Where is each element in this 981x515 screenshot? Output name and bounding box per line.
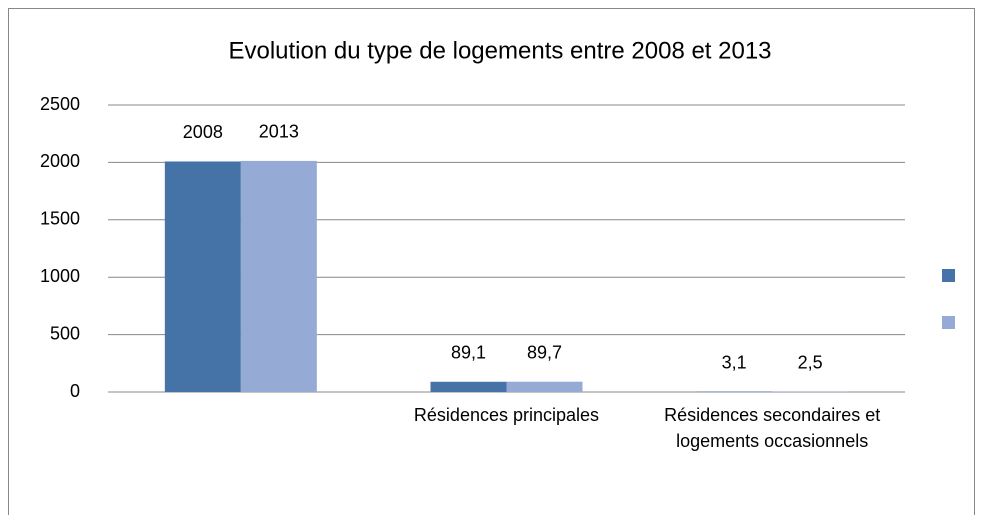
- y-tick-label: 2000: [40, 151, 80, 171]
- y-tick-label: 0: [70, 381, 80, 401]
- value-label: 89,1: [451, 343, 486, 363]
- bar: [164, 161, 241, 392]
- x-tick-label: Résidences principales: [413, 405, 600, 425]
- y-tick-label: 500: [50, 323, 80, 343]
- y-tick-label: 1000: [40, 266, 80, 286]
- y-tick-label: 2500: [40, 94, 80, 114]
- bar: [506, 381, 583, 392]
- value-label: 3,1: [722, 352, 747, 372]
- x-tick-label-box: Résidences principales: [413, 405, 600, 425]
- bar: [430, 381, 507, 392]
- legend-swatch: [942, 269, 955, 282]
- x-tick-label: Résidences secondaires et logements occa…: [664, 405, 881, 451]
- value-label: 2013: [259, 122, 299, 142]
- y-tick-label: 1500: [40, 209, 80, 229]
- chart-title: Evolution du type de logements entre 200…: [228, 37, 771, 64]
- value-label: 2008: [183, 122, 223, 142]
- bar: [240, 160, 317, 392]
- x-tick-label-box: Résidences secondaires et logements occa…: [664, 405, 881, 451]
- legend-swatch: [942, 316, 955, 329]
- value-label: 2,5: [798, 352, 823, 372]
- value-label: 89,7: [527, 342, 562, 362]
